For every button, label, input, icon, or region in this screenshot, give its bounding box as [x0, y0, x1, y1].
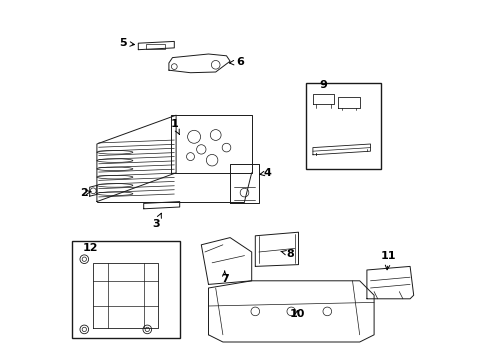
Text: 2: 2	[80, 188, 91, 198]
Text: 11: 11	[380, 251, 395, 270]
Bar	[145, 44, 165, 49]
Text: 3: 3	[152, 213, 161, 229]
Text: 7: 7	[221, 271, 228, 284]
Text: 10: 10	[289, 309, 304, 319]
Text: 1: 1	[170, 119, 179, 135]
Text: 5: 5	[119, 38, 134, 48]
Text: 4: 4	[260, 168, 271, 178]
Text: 6: 6	[229, 57, 244, 67]
Bar	[72, 241, 179, 338]
Text: 12: 12	[83, 243, 98, 253]
Bar	[305, 83, 381, 169]
Text: 9: 9	[319, 80, 327, 90]
Text: 8: 8	[280, 249, 293, 259]
